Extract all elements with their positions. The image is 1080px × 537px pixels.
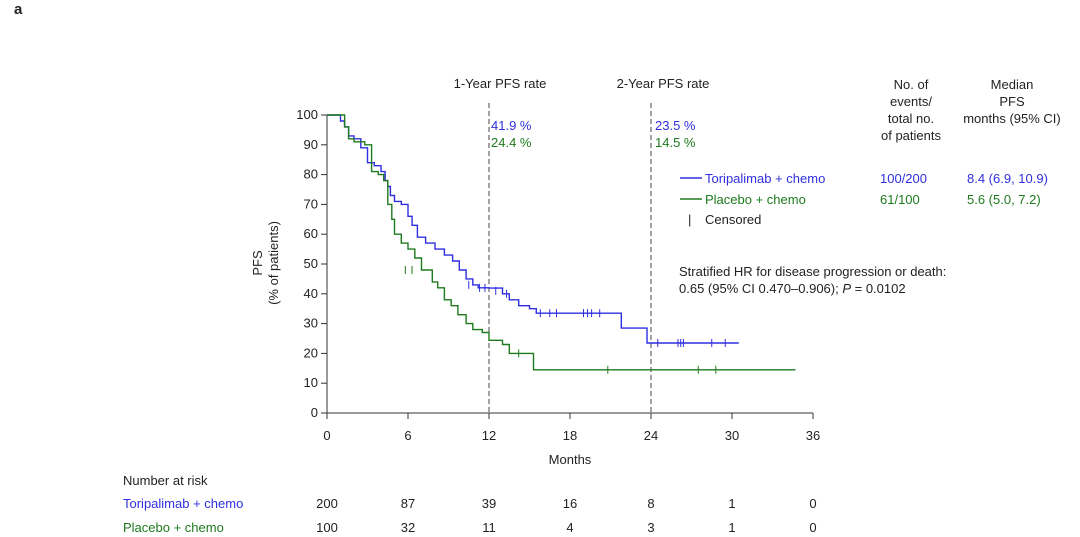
hr-p-value: = 0.0102 <box>851 281 906 296</box>
risk-value: 4 <box>566 520 573 535</box>
y-tick-label: 70 <box>304 196 318 211</box>
legend: Toripalimab + chemo 100/200 8.4 (6.9, 10… <box>680 171 1048 227</box>
ref-1-placebo-value: 24.4 % <box>491 135 532 150</box>
x-tick-label: 30 <box>725 428 739 443</box>
y-tick-label: 80 <box>304 167 318 182</box>
legend-median-toripalimab: 8.4 (6.9, 10.9) <box>967 171 1048 186</box>
risk-value: 16 <box>563 496 577 511</box>
ref-2-placebo-value: 14.5 % <box>655 135 696 150</box>
hr-line-2: 0.65 (95% CI 0.470–0.906); P = 0.0102 <box>679 281 906 296</box>
events-column-header: No. of events/ total no. of patients <box>881 77 941 143</box>
censored-symbol: | <box>688 212 691 227</box>
events-header-line: total no. <box>888 111 934 126</box>
axes: 0 10 20 30 40 50 60 70 80 90 100 0 6 12 18 24 30 36 <box>296 107 820 443</box>
y-axis-label: PFS (% of patients) <box>250 221 281 305</box>
ref-line-2-header: 2-Year PFS rate <box>617 76 710 91</box>
x-axis-label: Months <box>549 452 592 467</box>
km-curve-series-1 <box>327 114 739 344</box>
km-curve-series-2 <box>327 114 796 371</box>
y-tick-label: 40 <box>304 286 318 301</box>
hr-ci: 0.65 (95% CI 0.470–0.906); <box>679 281 842 296</box>
x-tick-label: 6 <box>404 428 411 443</box>
median-header-line: Median <box>991 77 1034 92</box>
y-axis-label-line-2: (% of patients) <box>266 221 281 305</box>
risk-value: 11 <box>482 520 496 535</box>
risk-value: 200 <box>316 496 338 511</box>
y-tick-label: 10 <box>304 375 318 390</box>
y-tick-label: 90 <box>304 137 318 152</box>
risk-table: Number at risk Toripalimab + chemo Place… <box>123 473 817 535</box>
risk-row-label-placebo: Placebo + chemo <box>123 520 224 535</box>
x-tick-label: 24 <box>644 428 658 443</box>
y-tick-label: 0 <box>311 405 318 420</box>
risk-value: 1 <box>728 496 735 511</box>
legend-events-placebo: 61/100 <box>880 192 920 207</box>
hr-p-label: P <box>842 281 851 296</box>
y-tick-label: 100 <box>296 107 318 122</box>
legend-label-censored: Censored <box>705 212 761 227</box>
x-tick-label: 12 <box>482 428 496 443</box>
y-tick-label: 20 <box>304 345 318 360</box>
y-tick-label: 50 <box>304 256 318 271</box>
risk-value: 0 <box>809 520 816 535</box>
risk-table-title: Number at risk <box>123 473 208 488</box>
km-curves <box>327 114 796 374</box>
legend-median-placebo: 5.6 (5.0, 7.2) <box>967 192 1041 207</box>
events-header-line: No. of <box>894 77 929 92</box>
x-tick-label: 0 <box>323 428 330 443</box>
panel-label: a <box>14 1 23 18</box>
legend-events-toripalimab: 100/200 <box>880 171 927 186</box>
risk-value: 0 <box>809 496 816 511</box>
risk-value: 32 <box>401 520 415 535</box>
y-axis-label-line-1: PFS <box>250 250 265 276</box>
risk-value: 39 <box>482 496 496 511</box>
reference-lines <box>488 103 652 413</box>
y-tick-label: 30 <box>304 316 318 331</box>
ref-1-toripalimab-value: 41.9 % <box>491 118 532 133</box>
median-header-line: months (95% CI) <box>963 111 1061 126</box>
legend-label-placebo: Placebo + chemo <box>705 192 806 207</box>
risk-value: 1 <box>728 520 735 535</box>
median-column-header: Median PFS months (95% CI) <box>963 77 1061 126</box>
risk-value: 87 <box>401 496 415 511</box>
hr-line-1: Stratified HR for disease progression or… <box>679 264 946 279</box>
risk-row-label-toripalimab: Toripalimab + chemo <box>123 496 243 511</box>
x-tick-label: 36 <box>806 428 820 443</box>
y-tick-label: 60 <box>304 226 318 241</box>
risk-value: 8 <box>647 496 654 511</box>
x-tick-label: 18 <box>563 428 577 443</box>
legend-label-toripalimab: Toripalimab + chemo <box>705 171 825 186</box>
risk-value: 100 <box>316 520 338 535</box>
events-header-line: events/ <box>890 94 932 109</box>
median-header-line: PFS <box>999 94 1025 109</box>
events-header-line: of patients <box>881 128 941 143</box>
ref-line-1-header: 1-Year PFS rate <box>454 76 547 91</box>
ref-2-toripalimab-value: 23.5 % <box>655 118 696 133</box>
risk-value: 3 <box>647 520 654 535</box>
